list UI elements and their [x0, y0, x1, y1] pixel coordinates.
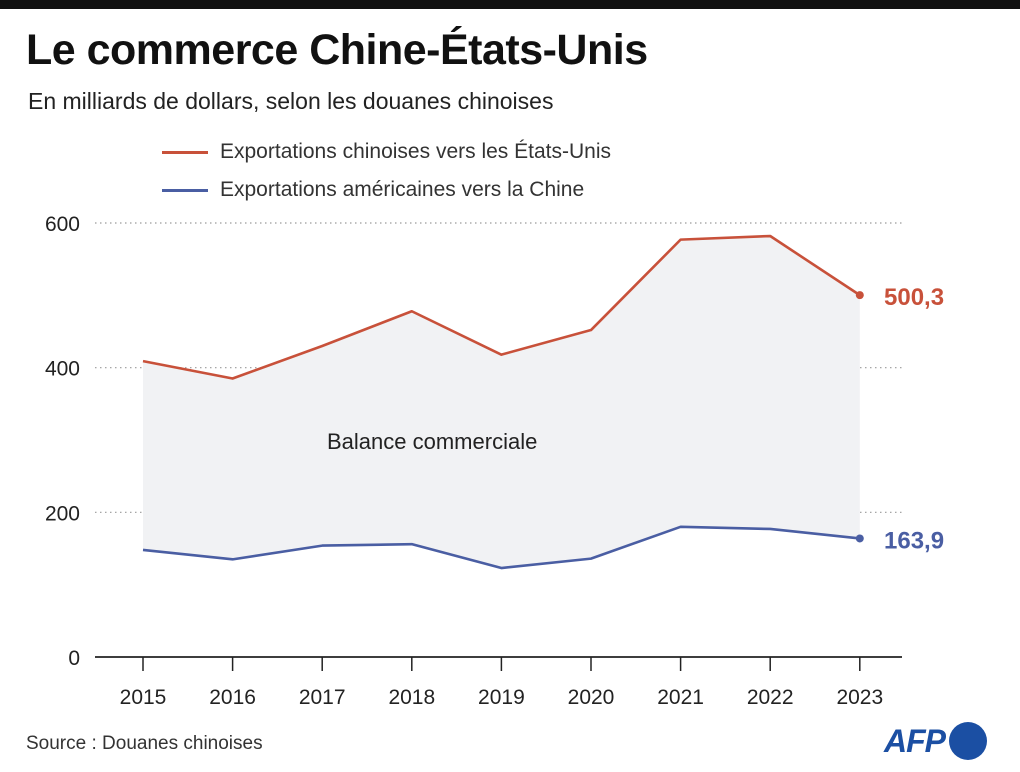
end-label-us-exports: 163,9 — [884, 527, 944, 554]
legend-label-china-exports: Exportations chinoises vers les États-Un… — [220, 140, 611, 163]
series-line-us-exports — [142, 525, 860, 570]
chart-title: Le commerce Chine-États-Unis — [26, 26, 648, 74]
chart-subtitle: En milliards de dollars, selon les douan… — [28, 88, 554, 114]
y-tick-label-200: 200 — [45, 502, 80, 525]
axis-layer: 0 200 400 600 2015 2016 2017 2018 2019 2020 2021 20… — [45, 213, 902, 709]
legend-item-us-exports: Exportations américaines vers la Chine — [162, 171, 611, 209]
legend: Exportations chinoises vers les États-Un… — [162, 133, 611, 209]
legend-swatch-china-exports — [162, 150, 208, 154]
legend-label-us-exports: Exportations américaines vers la Chine — [220, 178, 585, 201]
label-layer: Balance commerciale 500,3 163,9 — [327, 284, 944, 554]
top-rule — [0, 0, 1020, 9]
legend-swatch-us-exports — [162, 188, 208, 192]
data-point-us-exports-2023 — [855, 534, 864, 543]
x-tick-label-2016: 2016 — [209, 686, 256, 709]
x-tick-label-2017: 2017 — [299, 686, 346, 709]
afp-logo-dot — [949, 722, 987, 760]
y-tick-label-0: 0 — [68, 647, 80, 670]
x-tick-label-2022: 2022 — [747, 686, 794, 709]
legend-item-china-exports: Exportations chinoises vers les États-Un… — [162, 133, 611, 171]
series-line-china-exports — [142, 234, 861, 380]
area-layer — [143, 236, 860, 569]
x-tick-label-2015: 2015 — [120, 686, 167, 709]
source-note: Source : Douanes chinoises — [26, 733, 263, 754]
afp-logo-text: AFP — [884, 723, 946, 759]
x-tick-label-2018: 2018 — [388, 686, 435, 709]
data-point-china-exports-2023 — [855, 291, 864, 300]
x-tick-label-2021: 2021 — [657, 686, 704, 709]
balance-annotation: Balance commerciale — [327, 429, 537, 454]
series-layer — [142, 234, 864, 570]
y-tick-label-600: 600 — [45, 213, 80, 236]
x-tick-label-2020: 2020 — [568, 686, 615, 709]
afp-logo: AFP — [884, 722, 987, 760]
end-label-china-exports: 500,3 — [884, 284, 944, 311]
x-tick-label-2019: 2019 — [478, 686, 525, 709]
y-tick-label-400: 400 — [45, 358, 80, 381]
x-tick-label-2023: 2023 — [836, 686, 883, 709]
balance-area — [143, 236, 860, 569]
